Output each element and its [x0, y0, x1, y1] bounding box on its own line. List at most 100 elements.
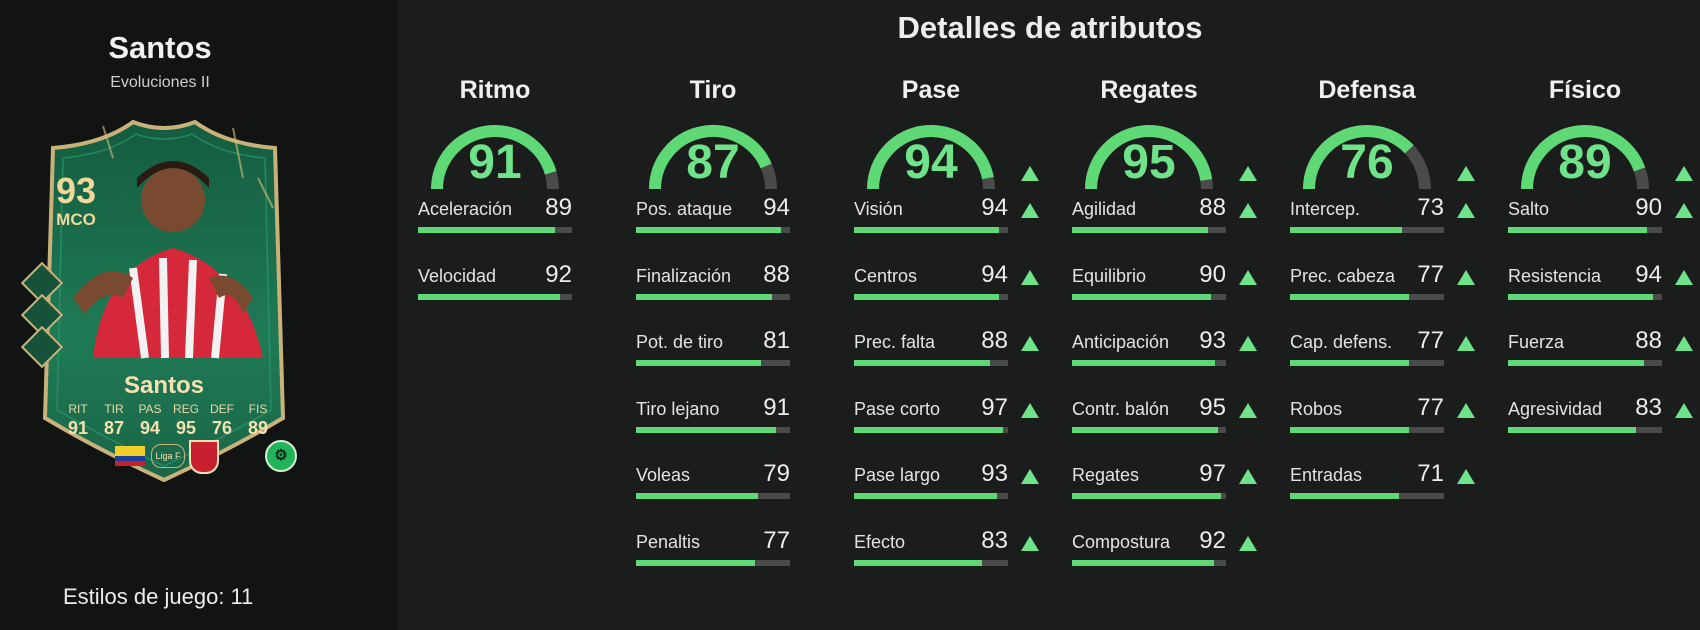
- attribute-label: Entradas: [1290, 465, 1363, 486]
- attribute-bar-fill: [1290, 360, 1409, 367]
- attribute-bar: [636, 227, 790, 233]
- attribute-bar: [636, 559, 790, 566]
- attribute-row: Visión 94: [854, 191, 1044, 258]
- category-name: Defensa: [1318, 76, 1416, 104]
- card-stats: RIT 91 TIR 87 PAS 94 REG 95 DEF 76 FIS 89: [63, 402, 273, 439]
- attribute-row: Pos. ataque 94: [636, 191, 826, 258]
- attribute-label: Pot. de tiro: [636, 332, 724, 353]
- attribute-value: 93: [981, 460, 1008, 488]
- attribute-bar-fill: [636, 360, 761, 367]
- category-gauge: 91: [418, 113, 608, 191]
- attribute-label: Robos: [1290, 398, 1343, 419]
- upgrade-arrow-icon: [1675, 166, 1693, 181]
- card-stat-value: 91: [67, 418, 89, 438]
- attribute-column: Físico 89 Salto 90 Resistencia 94 Fuerza 88 Agre…: [1508, 76, 1698, 457]
- attribute-value: 91: [763, 393, 790, 421]
- attribute-row: Cap. defens. 77: [1290, 324, 1480, 391]
- card-stat-value: 76: [211, 418, 233, 438]
- category-gauge: 87: [636, 113, 826, 191]
- attribute-value: 94: [763, 194, 790, 221]
- league-logo: Liga F: [151, 444, 185, 468]
- card-stat-label: FIS: [248, 402, 268, 416]
- attribute-label: Velocidad: [418, 265, 497, 286]
- attribute-bar-fill: [1508, 360, 1644, 367]
- attribute-value: 83: [981, 526, 1008, 554]
- attribute-label: Contr. balón: [1072, 398, 1170, 419]
- attribute-row: Voleas 79: [636, 457, 826, 524]
- attribute-label: Agilidad: [1072, 199, 1137, 219]
- attribute-label: Cap. defens.: [1290, 332, 1393, 353]
- attribute-bar-fill: [418, 293, 560, 300]
- card-position: MCO: [56, 210, 96, 229]
- attribute-row: Regates 97: [1072, 457, 1262, 524]
- gauge-fill: [1085, 125, 1213, 190]
- attribute-bar-fill: [1290, 227, 1403, 233]
- attribute-value: 88: [763, 260, 790, 288]
- player-card[interactable]: 93 MCO Santos RIT 91 TIR 87 PAS 94 REG 95 DE…: [20, 118, 297, 482]
- attribute-row: Prec. cabeza 77: [1290, 258, 1480, 325]
- upgrade-arrow-icon: [1021, 269, 1039, 285]
- card-player-name: Santos: [123, 372, 204, 399]
- upgrade-arrow-icon: [1239, 269, 1257, 285]
- attribute-bar-fill: [854, 426, 1004, 433]
- attribute-row: Salto 90: [1508, 191, 1698, 258]
- attribute-row: Entradas 71: [1290, 457, 1480, 524]
- card-stat-label: RIT: [68, 402, 88, 416]
- gauge-fill: [1521, 125, 1646, 190]
- attribute-label: Anticipación: [1072, 332, 1170, 353]
- attribute-label: Regates: [1072, 465, 1140, 486]
- attribute-value: 89: [545, 194, 572, 221]
- card-stat-value: 87: [103, 418, 125, 438]
- category-value: 94: [904, 136, 958, 189]
- card-rating: 93: [55, 170, 97, 211]
- playstyles-count: Estilos de juego: 11: [63, 584, 253, 610]
- attribute-row: Contr. balón 95: [1072, 391, 1262, 458]
- attribute-bar-fill: [854, 227, 999, 233]
- attribute-bar: [418, 293, 572, 300]
- attribute-value: 94: [981, 260, 1008, 288]
- attribute-row: Prec. falta 88: [854, 324, 1044, 391]
- attribute-value: 92: [1199, 526, 1226, 554]
- attribute-value: 92: [545, 260, 572, 288]
- attribute-row: Tiro lejano 91: [636, 391, 826, 458]
- attribute-value: 77: [1417, 327, 1444, 355]
- attribute-value: 79: [763, 460, 790, 488]
- attribute-value: 71: [1417, 460, 1444, 488]
- upgrade-arrow-icon: [1239, 336, 1257, 352]
- attribute-row: Pot. de tiro 81: [636, 324, 826, 391]
- card-stat-label: REG: [172, 402, 199, 416]
- attribute-label: Agresividad: [1508, 398, 1603, 419]
- upgrade-arrow-icon: [1239, 535, 1257, 551]
- card-stat: REG 95: [171, 402, 201, 439]
- evolution-icon: ⚙: [265, 440, 297, 472]
- attribute-bar: [1508, 426, 1662, 433]
- attribute-bar-fill: [1508, 293, 1653, 300]
- attribute-row: Agresividad 83: [1508, 391, 1698, 458]
- attribute-bar: [854, 360, 1008, 367]
- upgrade-arrow-icon: [1239, 166, 1257, 181]
- card-stat: FIS 89: [243, 402, 273, 439]
- attribute-label: Visión: [854, 199, 903, 219]
- attribute-value: 93: [1199, 327, 1226, 355]
- playstyles-value: 11: [230, 584, 254, 609]
- attribute-value: 94: [981, 194, 1008, 221]
- attribute-bar: [1072, 559, 1226, 566]
- upgrade-arrow-icon: [1457, 269, 1475, 285]
- attribute-value: 94: [1635, 260, 1662, 288]
- attribute-value: 88: [1635, 327, 1662, 355]
- gauge-fill: [431, 125, 557, 190]
- attribute-row: Centros 94: [854, 258, 1044, 325]
- attribute-label: Resistencia: [1508, 265, 1602, 286]
- attribute-bar: [1290, 227, 1444, 233]
- attribute-column: Ritmo 91 Aceleración 89 Velocidad 92: [418, 76, 608, 324]
- upgrade-arrow-icon: [1675, 402, 1693, 418]
- attribute-bar: [854, 227, 1008, 233]
- attribute-row: Robos 77: [1290, 391, 1480, 458]
- attribute-bar-fill: [1290, 493, 1400, 500]
- attribute-label: Equilibrio: [1072, 265, 1147, 286]
- attribute-row: Anticipación 93: [1072, 324, 1262, 391]
- attribute-row: Penaltis 77: [636, 524, 826, 591]
- upgrade-arrow-icon: [1675, 203, 1693, 218]
- player-name: Santos: [108, 30, 212, 65]
- attribute-label: Compostura: [1072, 531, 1171, 552]
